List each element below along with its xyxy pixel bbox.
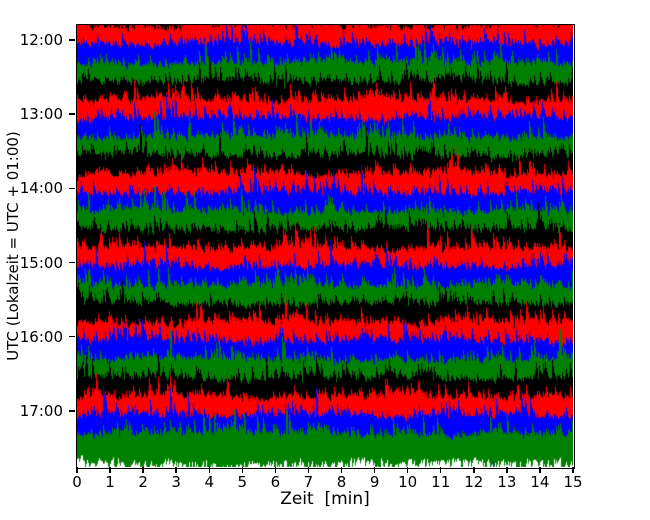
y-tick [69, 261, 75, 264]
x-tick [274, 467, 277, 473]
y-tick-label: 16:00 [19, 327, 63, 346]
y-tick-label: 12:00 [19, 31, 63, 49]
x-tick [373, 467, 376, 473]
plot-area [75, 23, 575, 469]
y-tick [69, 113, 75, 115]
x-tick [175, 467, 177, 473]
x-tick [76, 467, 78, 473]
x-tick-label: 3 [171, 473, 181, 491]
x-tick-label: 15 [563, 473, 583, 491]
x-tick-label: 10 [398, 473, 418, 491]
x-tick [439, 467, 442, 473]
x-tick-label: 14 [530, 473, 550, 491]
y-tick [69, 39, 75, 41]
x-tick-label: 6 [270, 473, 281, 491]
x-tick [307, 467, 310, 473]
x-tick-label: 12 [464, 473, 484, 491]
y-tick [69, 187, 75, 190]
x-tick [506, 467, 508, 473]
x-tick-label: 13 [497, 473, 517, 491]
y-tick-label: 17:00 [19, 401, 63, 420]
x-tick [241, 467, 244, 473]
y-tick [69, 335, 75, 338]
x-tick-label: 0 [72, 473, 82, 491]
x-tick-label: 2 [138, 473, 148, 491]
y-tick [69, 410, 75, 412]
x-tick-label: 1 [105, 473, 115, 491]
x-tick [572, 467, 574, 473]
x-tick [473, 467, 475, 473]
x-tick [539, 467, 541, 473]
x-tick-label: 7 [303, 473, 314, 491]
y-tick-label: 15:00 [19, 253, 63, 272]
x-tick [340, 467, 343, 473]
x-tick [109, 467, 111, 473]
x-tick [406, 467, 409, 473]
x-tick-label: 11 [431, 473, 451, 491]
x-tick [142, 467, 144, 473]
x-tick-label: 8 [336, 473, 347, 491]
x-tick-label: 9 [369, 473, 380, 491]
x-axis-label: Zeit [min] [280, 489, 370, 509]
y-tick-label: 14:00 [19, 179, 63, 198]
seismogram-traces-canvas [76, 24, 573, 467]
x-tick-label: 5 [237, 473, 248, 491]
x-tick-label: 4 [204, 473, 215, 491]
x-tick [208, 467, 211, 473]
y-tick-label: 13:00 [19, 105, 63, 124]
